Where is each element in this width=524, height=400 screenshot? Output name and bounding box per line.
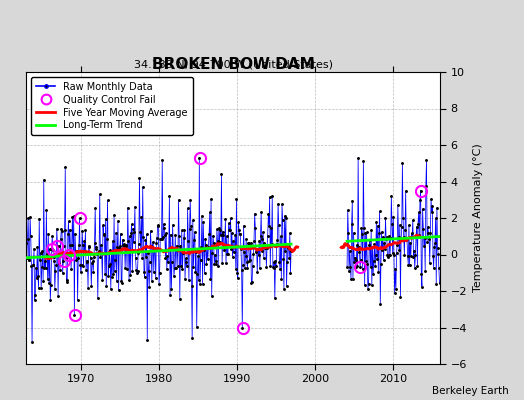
Text: 34.133 N, 94.700 W (United States): 34.133 N, 94.700 W (United States) (134, 59, 333, 69)
Legend: Raw Monthly Data, Quality Control Fail, Five Year Moving Average, Long-Term Tren: Raw Monthly Data, Quality Control Fail, … (31, 77, 192, 135)
Title: BROKEN BOW DAM: BROKEN BOW DAM (152, 57, 314, 72)
Text: Berkeley Earth: Berkeley Earth (432, 386, 508, 396)
Y-axis label: Temperature Anomaly (°C): Temperature Anomaly (°C) (473, 144, 483, 292)
